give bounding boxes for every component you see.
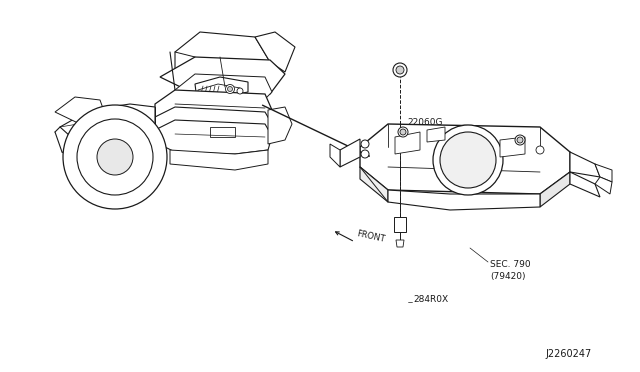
Polygon shape bbox=[595, 177, 612, 194]
Polygon shape bbox=[198, 84, 240, 99]
Polygon shape bbox=[155, 107, 272, 140]
Circle shape bbox=[77, 119, 153, 195]
Circle shape bbox=[400, 129, 406, 135]
Polygon shape bbox=[595, 164, 612, 182]
Circle shape bbox=[396, 66, 404, 74]
Polygon shape bbox=[500, 137, 525, 157]
Polygon shape bbox=[155, 90, 272, 127]
Polygon shape bbox=[360, 167, 388, 202]
Circle shape bbox=[515, 135, 525, 145]
Polygon shape bbox=[330, 144, 340, 167]
Polygon shape bbox=[340, 139, 360, 167]
Polygon shape bbox=[170, 150, 268, 170]
Circle shape bbox=[97, 139, 133, 175]
Polygon shape bbox=[195, 77, 248, 97]
Text: FRONT: FRONT bbox=[356, 230, 386, 244]
Polygon shape bbox=[570, 152, 600, 177]
Circle shape bbox=[433, 125, 503, 195]
Polygon shape bbox=[160, 122, 265, 147]
Polygon shape bbox=[396, 240, 404, 247]
Circle shape bbox=[361, 150, 369, 158]
Circle shape bbox=[225, 84, 234, 93]
Polygon shape bbox=[540, 172, 570, 207]
Polygon shape bbox=[570, 172, 600, 197]
Circle shape bbox=[63, 105, 167, 209]
Circle shape bbox=[361, 140, 369, 148]
Circle shape bbox=[536, 146, 544, 154]
Polygon shape bbox=[160, 57, 285, 94]
Text: 284R0X: 284R0X bbox=[413, 295, 448, 305]
Circle shape bbox=[393, 63, 407, 77]
Circle shape bbox=[227, 87, 232, 92]
Polygon shape bbox=[427, 127, 445, 142]
Polygon shape bbox=[175, 74, 272, 104]
Circle shape bbox=[237, 88, 243, 94]
Text: SEC. 790
(79420): SEC. 790 (79420) bbox=[490, 260, 531, 281]
Polygon shape bbox=[60, 104, 155, 154]
Circle shape bbox=[517, 137, 523, 143]
Polygon shape bbox=[388, 190, 540, 210]
Text: J2260247: J2260247 bbox=[545, 349, 591, 359]
Polygon shape bbox=[255, 32, 295, 72]
Circle shape bbox=[440, 132, 496, 188]
Polygon shape bbox=[268, 107, 292, 144]
Polygon shape bbox=[210, 127, 235, 137]
Polygon shape bbox=[175, 32, 270, 94]
Polygon shape bbox=[155, 120, 272, 154]
Polygon shape bbox=[360, 124, 570, 194]
Text: 22060G: 22060G bbox=[407, 118, 442, 127]
Polygon shape bbox=[395, 132, 420, 154]
Circle shape bbox=[398, 127, 408, 137]
Polygon shape bbox=[55, 97, 105, 124]
Polygon shape bbox=[394, 217, 406, 232]
